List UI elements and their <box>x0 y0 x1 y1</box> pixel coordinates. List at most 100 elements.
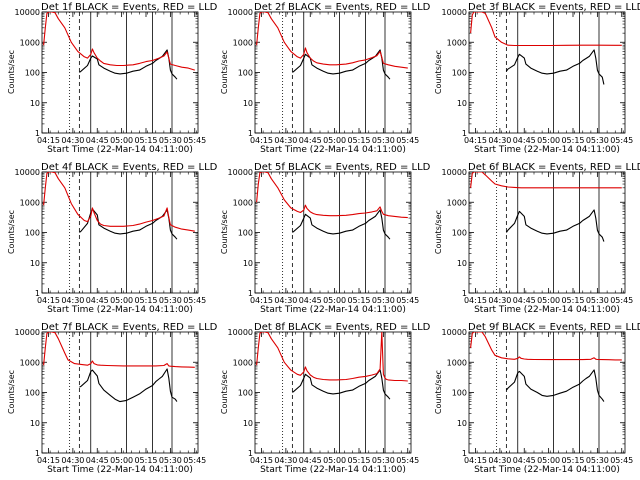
x-tick-label: 05:00 <box>110 136 133 145</box>
y-tick-label: 1 <box>35 129 40 138</box>
x-tick-label: 05:45 <box>610 136 633 145</box>
x-axis-label: Start Time (22-Mar-14 04:11:00) <box>474 465 620 475</box>
detector-panel-9: Det 9f BLACK = Events, RED = LLD 1 10 100 10… <box>434 322 640 475</box>
series-group <box>470 12 622 85</box>
x-tick-label: 05:30 <box>159 456 182 465</box>
y-tick-label: 1 <box>248 289 253 298</box>
lld-series-line <box>470 12 622 47</box>
x-tick-label: 05:30 <box>159 136 182 145</box>
y-axis-label: Counts/sec <box>7 370 16 414</box>
x-tick-label: 04:45 <box>513 456 536 465</box>
detector-panel-8: Det 8f BLACK = Events, RED = LLD 1 10 100 10… <box>220 322 431 475</box>
x-tick-label: 05:15 <box>134 456 157 465</box>
lld-series-line <box>43 332 195 368</box>
y-tick-label: 10 <box>243 259 253 268</box>
y-tick-label: 1 <box>462 449 467 458</box>
y-tick-label: 100 <box>452 229 467 238</box>
events-series-line <box>79 49 178 80</box>
events-series-line <box>505 209 605 242</box>
y-tick-label: 10 <box>457 259 467 268</box>
y-axis-label: Counts/sec <box>434 50 443 94</box>
x-tick-label: 04:45 <box>299 296 322 305</box>
x-tick-label: 05:45 <box>396 456 419 465</box>
x-tick-label: 04:30 <box>488 296 511 305</box>
x-axis-label: Start Time (22-Mar-14 04:11:00) <box>47 305 193 315</box>
panel-title: Det 3f BLACK = Events, RED = LLD <box>468 2 640 13</box>
x-tick-label: 04:15 <box>464 456 487 465</box>
detector-panel-3: Det 3f BLACK = Events, RED = LLD 1 10 100 10… <box>434 2 640 155</box>
x-tick-label: 04:45 <box>86 296 109 305</box>
x-tick-label: 05:45 <box>610 296 633 305</box>
x-tick-label: 05:00 <box>323 136 346 145</box>
panel-title: Det 5f BLACK = Events, RED = LLD <box>254 162 431 173</box>
lld-series-line <box>43 172 195 232</box>
x-tick-label: 04:30 <box>61 136 84 145</box>
y-tick-label: 10 <box>30 99 40 108</box>
y-tick-label: 1000 <box>447 198 467 207</box>
x-tick-label: 04:30 <box>488 136 511 145</box>
y-tick-label: 100 <box>238 229 253 238</box>
x-tick-label: 05:45 <box>396 296 419 305</box>
y-tick-label: 1000 <box>447 38 467 47</box>
events-series-line <box>79 368 178 403</box>
x-tick-label: 05:15 <box>561 136 584 145</box>
y-tick-label: 100 <box>452 389 467 398</box>
x-tick-label: 04:30 <box>488 456 511 465</box>
x-tick-label: 05:30 <box>372 296 395 305</box>
x-tick-label: 05:00 <box>110 296 133 305</box>
y-tick-label: 100 <box>238 389 253 398</box>
y-tick-label: 10000 <box>15 328 40 337</box>
x-tick-label: 04:15 <box>37 456 60 465</box>
y-tick-label: 1 <box>35 289 40 298</box>
events-series-line <box>505 369 605 402</box>
x-tick-label: 04:15 <box>464 136 487 145</box>
x-tick-label: 05:45 <box>183 296 206 305</box>
lld-series-line <box>470 172 622 189</box>
y-tick-label: 1000 <box>233 358 253 367</box>
events-series-line <box>505 49 605 85</box>
y-axis-label: Counts/sec <box>7 210 16 254</box>
y-tick-label: 10 <box>30 259 40 268</box>
x-tick-label: 04:45 <box>513 296 536 305</box>
series-group <box>43 172 195 240</box>
y-axis-label: Counts/sec <box>220 370 229 414</box>
y-tick-label: 1 <box>248 129 253 138</box>
y-tick-label: 10000 <box>15 168 40 177</box>
x-tick-label: 05:15 <box>347 456 370 465</box>
y-tick-label: 100 <box>238 69 253 78</box>
x-tick-label: 05:15 <box>347 136 370 145</box>
x-tick-label: 05:15 <box>134 136 157 145</box>
x-tick-label: 04:30 <box>61 296 84 305</box>
x-tick-label: 05:30 <box>586 296 609 305</box>
x-tick-label: 05:45 <box>396 136 419 145</box>
y-axis-label: Counts/sec <box>220 50 229 94</box>
x-tick-label: 04:45 <box>299 456 322 465</box>
panel-title: Det 6f BLACK = Events, RED = LLD <box>468 162 640 173</box>
y-tick-label: 1000 <box>20 198 40 207</box>
lld-series-line <box>43 12 195 71</box>
plot-frame <box>468 171 626 294</box>
detector-panel-4: Det 4f BLACK = Events, RED = LLD 1 10 100 10… <box>7 162 218 315</box>
series-group <box>256 172 408 240</box>
y-tick-label: 1000 <box>233 198 253 207</box>
x-tick-label: 05:45 <box>183 456 206 465</box>
x-axis-label: Start Time (22-Mar-14 04:11:00) <box>474 145 620 155</box>
series-group <box>256 332 408 400</box>
y-tick-label: 1 <box>462 289 467 298</box>
lld-series-line <box>470 332 622 361</box>
x-tick-label: 04:45 <box>86 456 109 465</box>
x-tick-label: 05:00 <box>323 456 346 465</box>
x-tick-label: 04:15 <box>37 136 60 145</box>
x-tick-label: 05:30 <box>159 296 182 305</box>
x-tick-label: 05:00 <box>537 456 560 465</box>
y-tick-label: 10000 <box>15 8 40 17</box>
y-tick-label: 10000 <box>442 168 467 177</box>
y-tick-label: 1000 <box>447 358 467 367</box>
x-tick-label: 05:30 <box>372 456 395 465</box>
y-tick-label: 1000 <box>20 358 40 367</box>
panel-title: Det 7f BLACK = Events, RED = LLD <box>41 322 218 333</box>
panel-title: Det 2f BLACK = Events, RED = LLD <box>254 2 431 13</box>
x-tick-label: 05:00 <box>537 296 560 305</box>
y-axis-label: Counts/sec <box>7 50 16 94</box>
